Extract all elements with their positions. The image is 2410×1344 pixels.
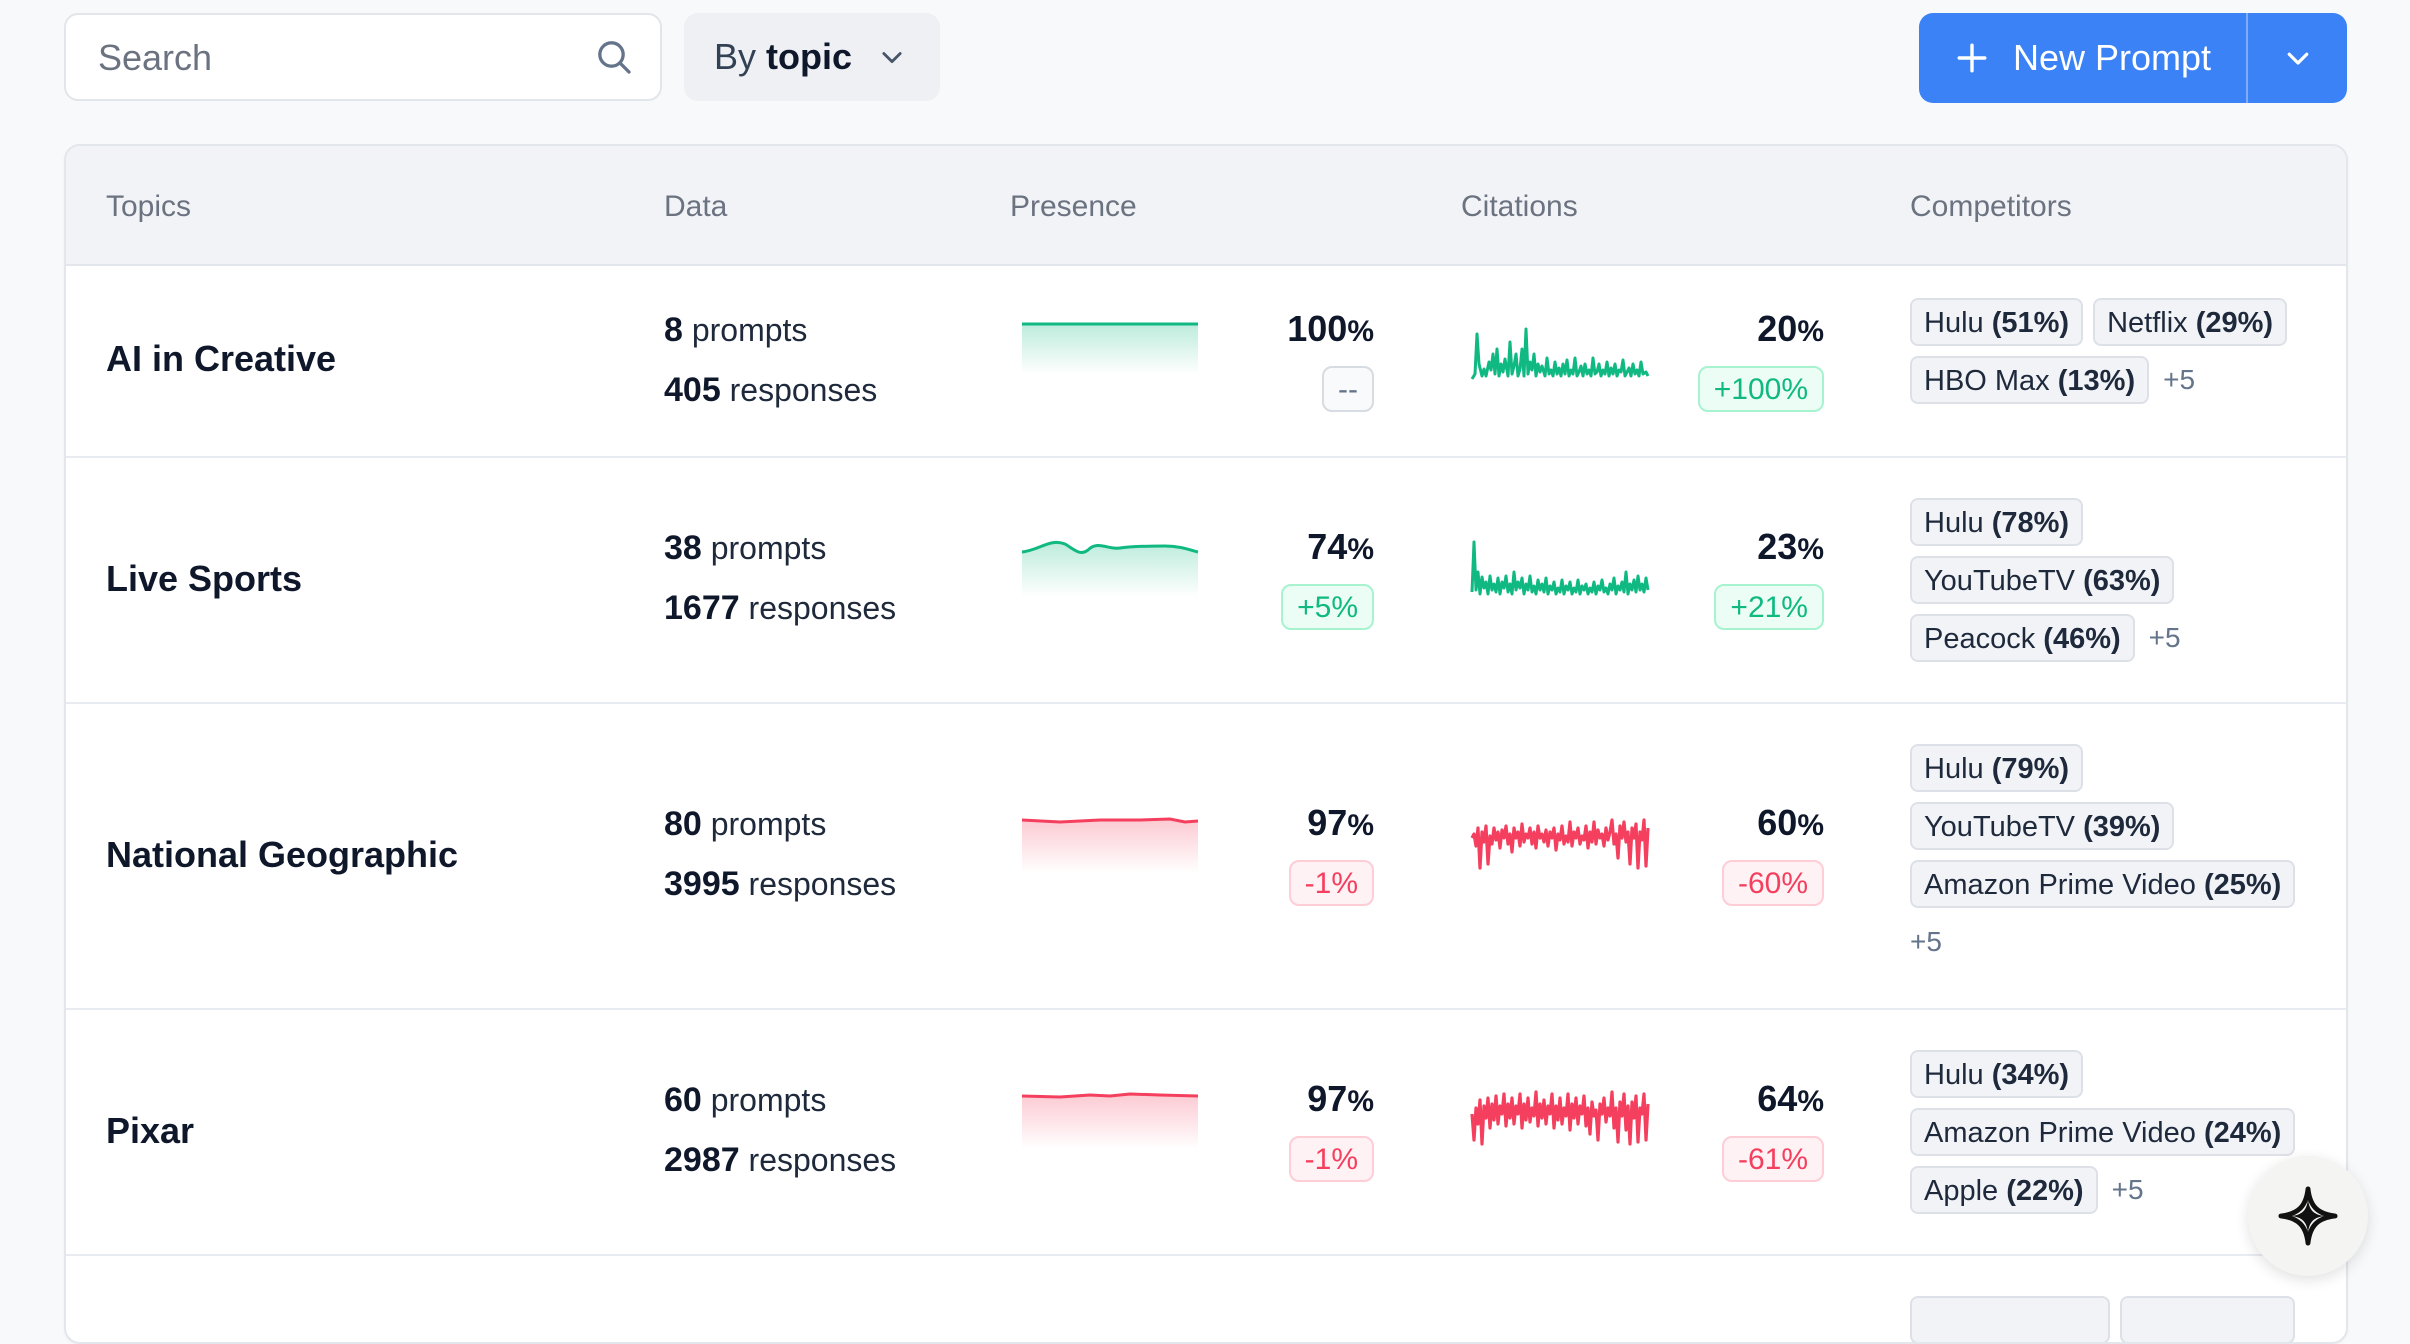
presence-value: 74%: [1307, 526, 1374, 567]
data-cell: 8 prompts 405 responses: [664, 300, 877, 420]
response-count: 405: [664, 371, 721, 409]
more-competitors-link[interactable]: +5: [2148, 622, 2181, 653]
responses-label: responses: [729, 372, 878, 408]
competitor-chip[interactable]: Apple (22%): [1910, 1166, 2098, 1214]
competitor-chip[interactable]: Hulu (79%): [1910, 744, 2084, 792]
more-competitors-link[interactable]: +5: [2163, 364, 2196, 395]
responses-label: responses: [748, 866, 897, 902]
topic-name: National Geographic: [106, 834, 459, 875]
table-row[interactable]: National Geographic 80 prompts 3995 resp…: [66, 704, 2346, 1010]
presence-sparkline: [1021, 817, 1199, 873]
new-prompt-menu-button[interactable]: [2248, 13, 2347, 103]
button-divider: [2246, 13, 2248, 103]
prompts-label: prompts: [691, 312, 808, 348]
header-presence[interactable]: Presence: [1010, 190, 1137, 223]
competitor-chip[interactable]: Peacock (46%): [1910, 614, 2135, 662]
citations-sparkline: [1470, 1090, 1650, 1146]
group-by-value: topic: [766, 36, 853, 77]
more-competitors-link[interactable]: +5: [2111, 1174, 2144, 1205]
topic-name: AI in Creative: [106, 338, 337, 379]
prompt-count: 8: [664, 311, 683, 349]
table-row[interactable]: [66, 1256, 2346, 1342]
competitor-chip[interactable]: Hulu (78%): [1910, 498, 2084, 546]
citations-sparkline: [1470, 818, 1650, 870]
prompt-count: 60: [664, 1081, 702, 1119]
presence-sparkline: [1021, 1092, 1199, 1149]
response-count: 3995: [664, 865, 740, 903]
competitor-chip[interactable]: Hulu (51%): [1910, 298, 2084, 346]
prompt-count: 38: [664, 529, 702, 567]
sparkle-star-icon: [2278, 1186, 2338, 1246]
citations-value: 64%: [1757, 1078, 1824, 1119]
group-by-dropdown[interactable]: By topic: [684, 13, 940, 101]
data-cell: 80 prompts 3995 responses: [664, 794, 896, 914]
citations-change-badge: +21%: [1714, 584, 1824, 630]
presence-change-badge: -1%: [1288, 860, 1374, 906]
citations-change-badge: -61%: [1721, 1136, 1824, 1182]
presence-value: 97%: [1307, 802, 1374, 843]
presence-value: 97%: [1307, 1078, 1374, 1119]
competitor-chip[interactable]: YouTubeTV (39%): [1910, 802, 2175, 850]
competitor-chip[interactable]: Amazon Prime Video (24%): [1910, 1108, 2296, 1156]
competitor-chip[interactable]: Netflix (29%): [2093, 298, 2288, 346]
data-cell: 60 prompts 2987 responses: [664, 1070, 896, 1190]
new-prompt-split-button: New Prompt: [1919, 13, 2347, 103]
response-count: 1677: [664, 589, 740, 627]
competitor-chip[interactable]: [2120, 1296, 2295, 1342]
plus-icon: [1957, 43, 1987, 73]
responses-label: responses: [748, 1142, 897, 1178]
topic-name: Pixar: [106, 1110, 195, 1151]
competitor-chip[interactable]: Amazon Prime Video (25%): [1910, 860, 2296, 908]
citations-change-badge: -60%: [1721, 860, 1824, 906]
more-competitors-link[interactable]: +5: [1910, 926, 1942, 957]
competitors-list: [1910, 1296, 2330, 1342]
search-box[interactable]: [64, 13, 662, 101]
response-count: 2987: [664, 1141, 740, 1179]
table-header: Topics Data Presence Citations Competito…: [66, 146, 2346, 266]
header-competitors[interactable]: Competitors: [1910, 190, 2072, 223]
new-prompt-label: New Prompt: [2013, 37, 2212, 78]
responses-label: responses: [748, 590, 897, 626]
prompts-label: prompts: [710, 1082, 827, 1118]
new-prompt-button[interactable]: New Prompt: [1919, 13, 2246, 103]
prompt-count: 80: [664, 805, 702, 843]
presence-sparkline: [1022, 322, 1198, 374]
table-row[interactable]: AI in Creative 8 prompts 405 responses 1…: [66, 266, 2346, 458]
competitor-chip[interactable]: HBO Max (13%): [1910, 356, 2150, 404]
presence-change-badge: -1%: [1288, 1136, 1374, 1182]
group-by-prefix: By: [714, 36, 757, 77]
competitors-list: Hulu (79%) YouTubeTV (39%) Amazon Prime …: [1910, 744, 2330, 976]
presence-change-badge: --: [1322, 366, 1374, 412]
header-data[interactable]: Data: [664, 190, 728, 223]
competitor-chip[interactable]: [1910, 1296, 2110, 1342]
chevron-down-icon: [882, 52, 902, 64]
presence-sparkline: [1021, 540, 1199, 597]
assistant-button[interactable]: [2248, 1156, 2368, 1276]
topics-table: Topics Data Presence Citations Competito…: [64, 144, 2348, 1344]
competitor-chip[interactable]: YouTubeTV (63%): [1910, 556, 2175, 604]
table-row[interactable]: Pixar 60 prompts 2987 responses 97% -1% …: [66, 1010, 2346, 1256]
header-topics[interactable]: Topics: [106, 190, 192, 223]
topic-name: Live Sports: [106, 558, 303, 599]
header-citations[interactable]: Citations: [1461, 190, 1578, 223]
presence-change-badge: +5%: [1281, 584, 1374, 630]
data-cell: 38 prompts 1677 responses: [664, 518, 896, 638]
chevron-down-icon: [2287, 52, 2308, 65]
citations-value: 23%: [1757, 526, 1824, 567]
citations-value: 60%: [1757, 802, 1824, 843]
citations-sparkline: [1470, 540, 1650, 596]
presence-value: 100%: [1287, 308, 1374, 349]
prompts-label: prompts: [710, 806, 827, 842]
citations-change-badge: +100%: [1697, 366, 1824, 412]
search-input[interactable]: [96, 15, 580, 101]
search-icon[interactable]: [594, 37, 634, 77]
prompts-label: prompts: [710, 530, 827, 566]
citations-value: 20%: [1757, 308, 1824, 349]
competitors-list: Hulu (51%) Netflix (29%) HBO Max (13%) +…: [1910, 298, 2330, 414]
competitors-list: Hulu (34%) Amazon Prime Video (24%) Appl…: [1910, 1050, 2330, 1224]
competitors-list: Hulu (78%) YouTubeTV (63%) Peacock (46%)…: [1910, 498, 2330, 672]
competitor-chip[interactable]: Hulu (34%): [1910, 1050, 2084, 1098]
citations-sparkline: [1470, 327, 1650, 380]
table-row[interactable]: Live Sports 38 prompts 1677 responses 74…: [66, 458, 2346, 704]
